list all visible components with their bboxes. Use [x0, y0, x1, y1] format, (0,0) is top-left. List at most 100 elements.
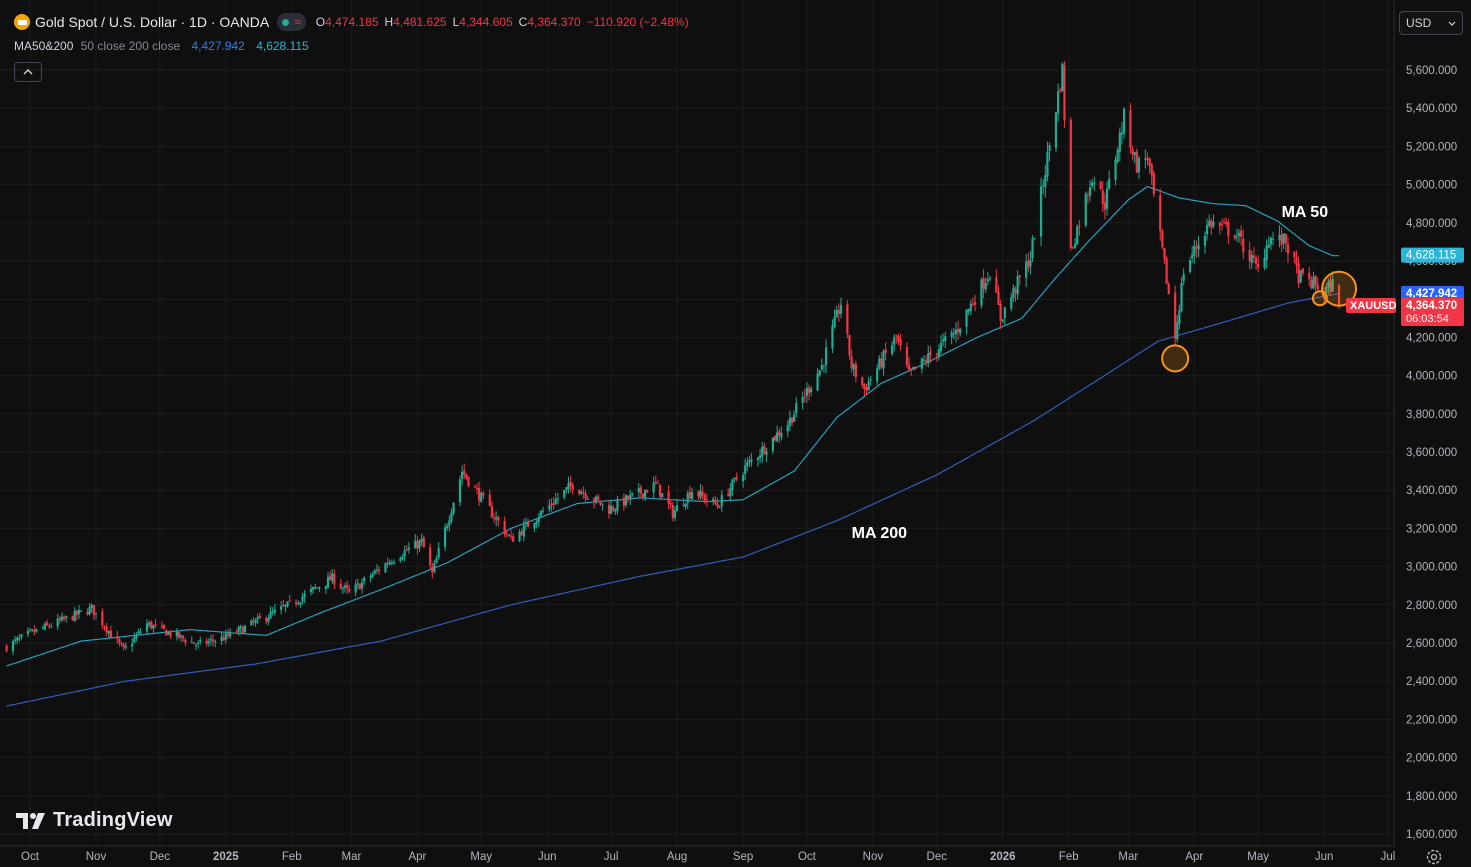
candle-body — [535, 521, 538, 525]
candle-body — [148, 622, 151, 625]
candle-body — [388, 561, 391, 565]
candle-body — [646, 490, 649, 493]
candle-body — [437, 548, 440, 558]
candle-body — [652, 482, 655, 493]
y-tick-label: 4,800.000 — [1406, 218, 1457, 230]
candle-body — [824, 347, 828, 366]
collapse-legend-button[interactable] — [14, 62, 42, 82]
gear-icon[interactable] — [1425, 848, 1443, 866]
candle-body — [658, 484, 662, 497]
candle-body — [805, 387, 809, 396]
candle-body — [209, 639, 213, 641]
candle-body — [661, 493, 664, 498]
currency-dropdown[interactable]: USD — [1399, 11, 1463, 35]
time-axis[interactable]: Oct Nov Dec 2025 Feb Mar Apr May Jun Jul Aug Sep Oct… — [21, 851, 1395, 863]
highlight-circles — [1161, 270, 1358, 373]
candle-body — [1301, 268, 1304, 274]
candle-body — [571, 484, 574, 490]
candle-body — [1242, 238, 1245, 253]
candle-body — [1331, 279, 1334, 292]
candle-body — [756, 457, 760, 461]
x-tick-label: Apr — [408, 851, 426, 863]
candle-body — [333, 574, 336, 585]
candle-body — [761, 446, 764, 457]
candle-body — [820, 365, 823, 370]
tradingview-logo[interactable]: TradingView — [16, 809, 173, 832]
chevron-down-icon — [1448, 21, 1456, 26]
candle-body — [563, 489, 566, 498]
candle-body — [1197, 244, 1200, 250]
candle-body — [177, 631, 181, 638]
candle-body — [801, 397, 804, 403]
indicator-legend[interactable]: MA50&200 50 close 200 close 4,427.942 4,… — [14, 39, 309, 53]
x-tick-label: Sep — [733, 851, 753, 863]
candle-body — [671, 504, 674, 518]
candle-body — [88, 607, 91, 615]
y-tick-label: 4,200.000 — [1406, 332, 1457, 344]
candle-body — [475, 487, 479, 489]
candle-body — [997, 291, 1000, 306]
candle-body — [1137, 158, 1141, 172]
candle-body — [927, 353, 930, 364]
candle-body — [627, 496, 630, 500]
candle-body — [205, 640, 208, 644]
candle-body — [48, 625, 51, 627]
indicator-name[interactable]: MA50&200 — [14, 39, 74, 53]
symbol-title[interactable]: Gold Spot / U.S. Dollar · 1D · OANDA — [35, 14, 270, 30]
candle-body — [1282, 233, 1285, 244]
candle-body — [984, 282, 987, 290]
candle-body — [197, 642, 200, 645]
y-tick-label: 3,600.000 — [1406, 447, 1457, 459]
candle-body — [1297, 263, 1300, 284]
candle-body — [252, 621, 255, 623]
candle-body — [224, 633, 227, 640]
market-status[interactable]: ≈ — [277, 13, 306, 31]
y-tick-label: 2,000.000 — [1406, 753, 1457, 765]
candle-body — [122, 644, 125, 648]
candle-body — [1093, 182, 1096, 184]
candle-body — [522, 524, 525, 537]
candle-body — [318, 587, 321, 589]
candle-body — [942, 339, 945, 342]
candle-body — [1295, 258, 1298, 265]
candle-body — [616, 499, 619, 511]
candle-body — [1237, 232, 1241, 236]
countdown-text: 06:03:54 — [1406, 313, 1449, 325]
candle-body — [1144, 158, 1147, 160]
candle-body — [1265, 245, 1268, 261]
candle-body — [999, 303, 1002, 321]
candle-body — [624, 495, 628, 506]
candle-body — [954, 330, 958, 335]
candle-body — [145, 623, 149, 632]
candle-body — [1174, 292, 1177, 339]
candle-body — [1029, 259, 1032, 267]
y-tick-label: 3,200.000 — [1406, 523, 1457, 535]
candle-body — [1086, 195, 1089, 197]
candle-body — [935, 353, 938, 355]
candle-body — [1299, 270, 1302, 283]
candle-body — [43, 623, 46, 629]
candle-body — [920, 358, 923, 369]
symbol-header: Gold Spot / U.S. Dollar · 1D · OANDA ≈ O… — [14, 12, 689, 32]
candle-body — [228, 631, 232, 637]
candle-body — [480, 492, 483, 503]
candle-body — [629, 494, 632, 500]
candle-body — [20, 634, 23, 637]
candle-body — [133, 637, 136, 643]
candle-body — [1220, 223, 1224, 225]
candle-body — [1084, 193, 1087, 226]
candle-body — [301, 597, 304, 602]
candle-body — [346, 584, 349, 589]
candle-body — [1069, 119, 1072, 248]
price-label-box — [1401, 247, 1464, 263]
candle-body — [1152, 173, 1155, 195]
candle-body — [1118, 132, 1121, 153]
candle-body — [1048, 145, 1051, 152]
candle-body — [482, 492, 485, 496]
tradingview-logo-icon — [16, 812, 45, 829]
price-axis[interactable]: 5,600.000 5,400.000 5,200.000 5,000.000 4,80… — [1406, 65, 1457, 841]
y-tick-label: 2,800.000 — [1406, 600, 1457, 612]
candle-body — [669, 502, 672, 505]
candle-body — [116, 636, 119, 639]
